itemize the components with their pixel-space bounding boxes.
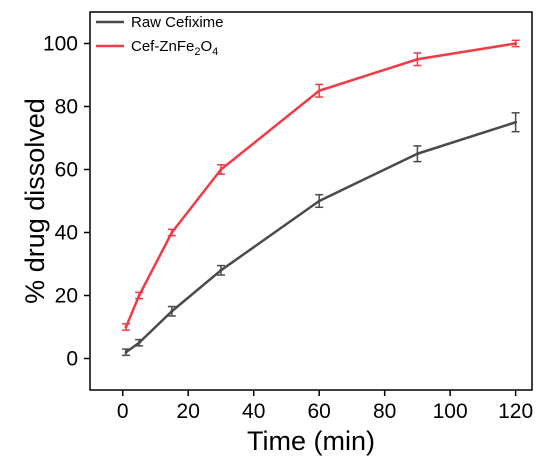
data-point [219,268,223,272]
legend: Raw Cefixime Cef-ZnFe2O4 [96,14,224,58]
series-layer [122,39,520,357]
y-tick-label: 60 [55,159,78,182]
data-point [415,57,419,61]
x-tick-label: 80 [373,400,396,423]
series-2 [122,39,520,331]
y-tick-label: 40 [55,222,78,245]
legend-item-1: Raw Cefixime [96,14,224,31]
y-tick-label: 100 [43,33,78,56]
series-line [124,42,516,328]
data-point [137,341,141,345]
data-point [124,350,128,354]
series-line [125,121,517,354]
x-tick-label: 100 [433,400,468,423]
y-axis-label: % drug dissolved [20,98,50,304]
y-tick-label: 0 [66,348,78,371]
x-tick-label: 0 [117,400,129,423]
y-axis: 0 20 40 60 80 100 [43,33,90,371]
data-point [317,199,321,203]
x-tick-label: 20 [177,400,200,423]
legend-label: Raw Cefixime [131,14,224,31]
y-tick-label: 80 [55,96,78,119]
series-1 [122,112,520,357]
legend-item-2: Cef-ZnFe2O4 [96,38,218,58]
data-point [415,152,419,156]
x-axis: 0 20 40 60 80 100 120 [117,390,533,423]
data-point [170,231,174,234]
data-point [514,42,518,45]
data-point [137,294,141,297]
legend-label: Cef-ZnFe2O4 [131,38,218,58]
data-point [219,168,223,171]
data-point [514,120,518,124]
y-tick-label: 20 [55,285,78,308]
x-tick-label: 40 [242,400,265,423]
x-tick-label: 120 [498,400,533,423]
x-tick-label: 60 [308,400,331,423]
x-axis-label: Time (min) [247,426,375,456]
data-point [317,89,321,93]
data-point [124,325,128,329]
plot-frame [89,11,533,391]
data-point [170,309,174,313]
